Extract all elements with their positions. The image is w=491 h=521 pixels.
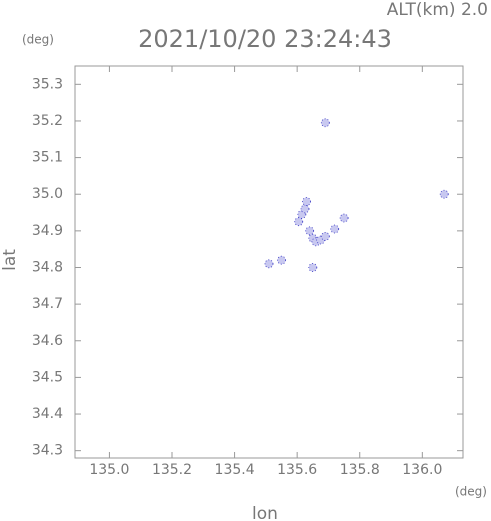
echo-point: [277, 255, 286, 265]
echo-point: [320, 118, 330, 128]
echo-point: [439, 189, 449, 199]
echo-point: [330, 224, 340, 234]
y-tick-label: 35.1: [32, 150, 63, 166]
y-tick-label: 35.0: [32, 186, 63, 202]
plot-frame: [74, 65, 464, 459]
y-tick-label: 34.6: [32, 333, 63, 349]
y-tick-label: 35.3: [32, 76, 63, 92]
y-tick-label: 34.5: [32, 369, 63, 385]
x-unit: (deg): [455, 485, 487, 499]
x-axis-label: lon: [252, 504, 278, 521]
x-tick-label: 135.8: [340, 462, 380, 478]
y-tick-label: 34.7: [32, 296, 63, 312]
y-axis-label: lat: [0, 249, 20, 271]
y-tick-label: 34.4: [32, 406, 63, 422]
echo-point: [305, 226, 315, 236]
echo-point: [264, 259, 274, 269]
x-tick-label: 136.0: [402, 462, 442, 478]
y-tick-label: 35.2: [32, 113, 63, 129]
chart-title: 2021/10/20 23:24:43: [138, 25, 392, 53]
y-tick-label: 34.9: [32, 223, 63, 239]
echo-point: [320, 231, 330, 241]
x-tick-label: 135.4: [215, 462, 255, 478]
y-tick-label: 34.3: [32, 443, 63, 459]
altitude-label: ALT(km) 2.0: [387, 0, 488, 20]
x-tick-label: 135.2: [152, 462, 192, 478]
echo-point: [302, 197, 311, 206]
echo-point: [300, 204, 310, 214]
y-unit: (deg): [22, 33, 54, 47]
echo-point: [308, 263, 318, 272]
echo-point: [339, 213, 349, 223]
x-tick-label: 135.0: [89, 462, 129, 478]
x-tick-label: 135.6: [277, 462, 317, 478]
echo-point: [294, 217, 304, 227]
y-tick-label: 34.8: [32, 259, 63, 275]
